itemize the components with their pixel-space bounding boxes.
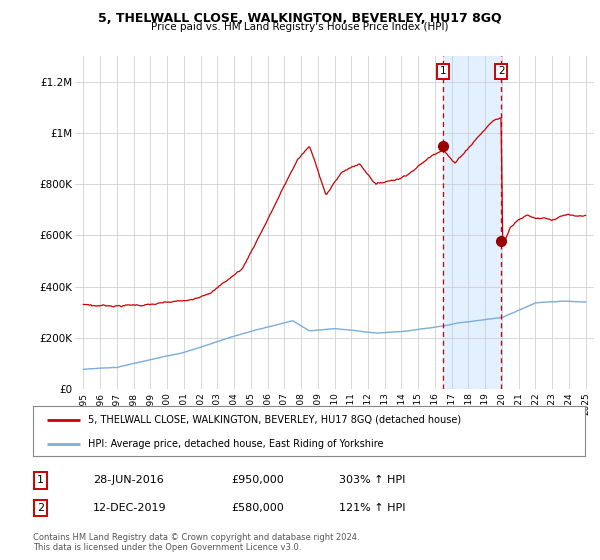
Text: 5, THELWALL CLOSE, WALKINGTON, BEVERLEY, HU17 8GQ: 5, THELWALL CLOSE, WALKINGTON, BEVERLEY,… bbox=[98, 12, 502, 25]
Text: £580,000: £580,000 bbox=[231, 503, 284, 513]
Text: £950,000: £950,000 bbox=[231, 475, 284, 486]
Text: Contains HM Land Registry data © Crown copyright and database right 2024.: Contains HM Land Registry data © Crown c… bbox=[33, 533, 359, 542]
Text: 12-DEC-2019: 12-DEC-2019 bbox=[93, 503, 167, 513]
Bar bbox=[443, 56, 501, 389]
Text: 1: 1 bbox=[37, 475, 44, 486]
Text: 303% ↑ HPI: 303% ↑ HPI bbox=[339, 475, 406, 486]
Text: 1: 1 bbox=[440, 67, 446, 76]
Text: 2: 2 bbox=[498, 67, 505, 76]
Text: 5, THELWALL CLOSE, WALKINGTON, BEVERLEY, HU17 8GQ (detached house): 5, THELWALL CLOSE, WALKINGTON, BEVERLEY,… bbox=[88, 414, 461, 424]
Text: This data is licensed under the Open Government Licence v3.0.: This data is licensed under the Open Gov… bbox=[33, 543, 301, 552]
Text: Price paid vs. HM Land Registry's House Price Index (HPI): Price paid vs. HM Land Registry's House … bbox=[151, 22, 449, 32]
Text: HPI: Average price, detached house, East Riding of Yorkshire: HPI: Average price, detached house, East… bbox=[88, 439, 384, 449]
Text: 28-JUN-2016: 28-JUN-2016 bbox=[93, 475, 164, 486]
Text: 2: 2 bbox=[37, 503, 44, 513]
Text: 121% ↑ HPI: 121% ↑ HPI bbox=[339, 503, 406, 513]
